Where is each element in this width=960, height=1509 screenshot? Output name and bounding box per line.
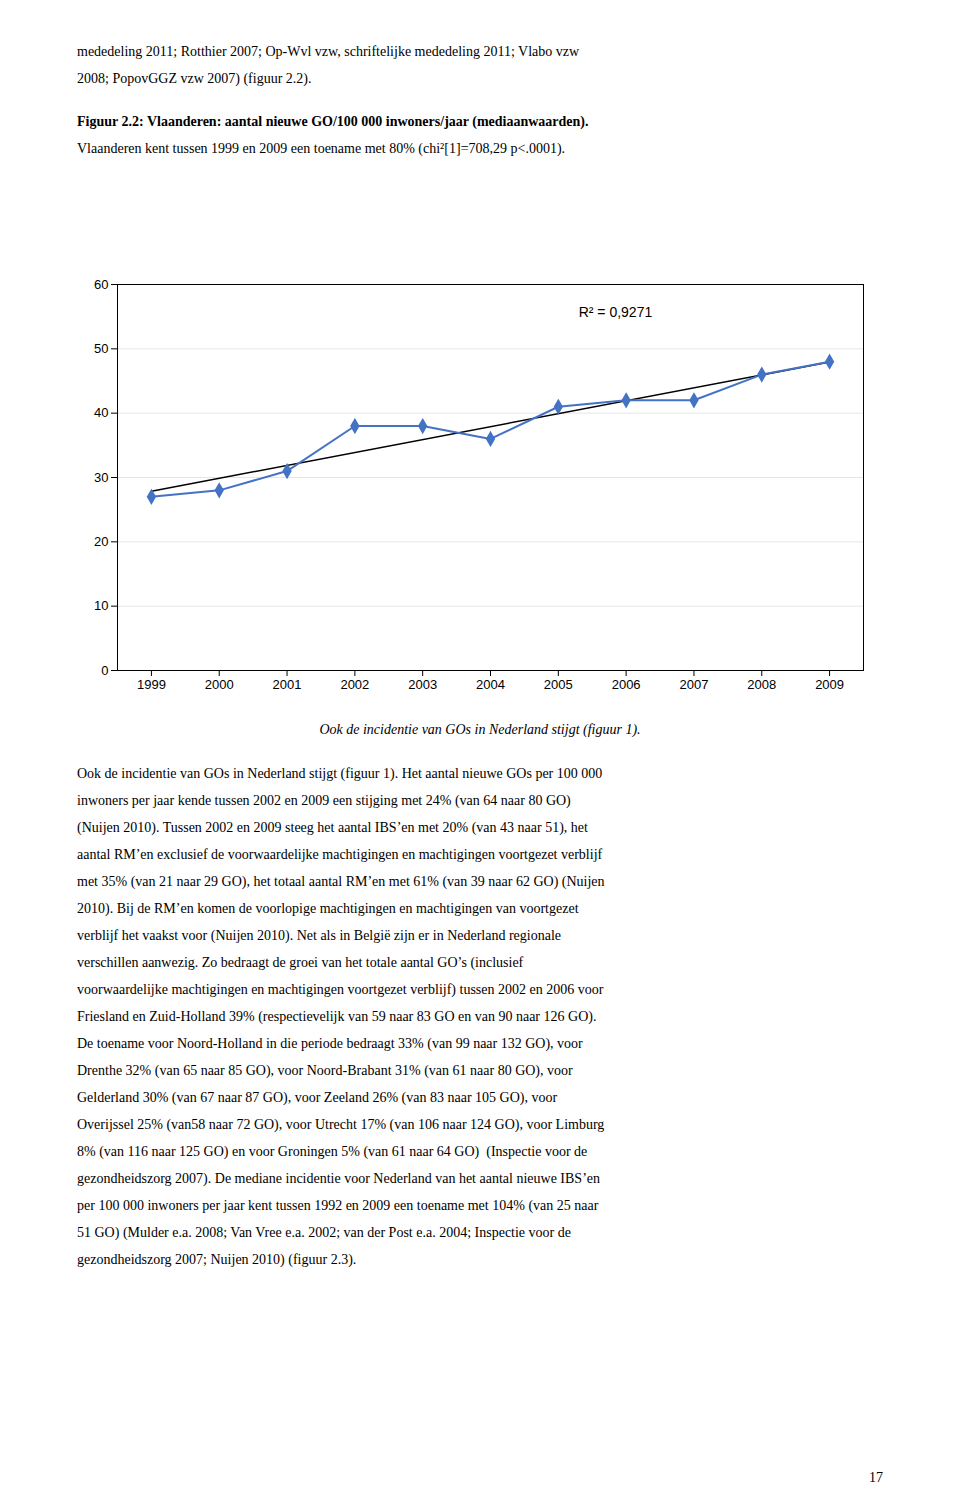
html-text:Gelderland 30% (van 67 naar 87: Gelderland 30% (van 67 naar 87 GO), voor… (77, 1090, 558, 1105)
svg-text:2003: 2003 (408, 677, 437, 692)
html-text:17: 17 (869, 1470, 883, 1485)
html-text:Drenthe 32% (van 65 naar 85 GO: Drenthe 32% (van 65 naar 85 GO), voor No… (77, 1063, 573, 1078)
svg-text:2007: 2007 (679, 677, 708, 692)
svg-text:0: 0 (101, 663, 108, 678)
html-text:per 100 000 inwoners per jaar: per 100 000 inwoners per jaar kent tusse… (77, 1198, 599, 1213)
html-text:51 GO) (Mulder e.a. 2008; Van: 51 GO) (Mulder e.a. 2008; Van Vree e.a. … (77, 1225, 571, 1240)
html-text:Vlaanderen kent tussen 1999 en: Vlaanderen kent tussen 1999 en 2009 een … (77, 141, 566, 156)
svg-text:2006: 2006 (612, 677, 641, 692)
html-text:verschillen aanwezig. Zo bedra: verschillen aanwezig. Zo bedraagt de gro… (77, 955, 524, 970)
html-text:De toename voor Noord-Holland: De toename voor Noord-Holland in die per… (77, 1036, 583, 1051)
html-text:2010). Bij de RM’en komen de v: 2010). Bij de RM’en komen de voorlopige … (77, 901, 579, 916)
html-text:verblijf het vaakst voor (Nuij: verblijf het vaakst voor (Nuijen 2010). … (77, 928, 561, 943)
svg-text:2009: 2009 (815, 677, 844, 692)
html-text:Ook de incidentie van GOs in N: Ook de incidentie van GOs in Nederland s… (319, 722, 641, 737)
svg-text:2002: 2002 (340, 677, 369, 692)
html-text:gezondheidszorg 2007; Nuijen 2: gezondheidszorg 2007; Nuijen 2010) (figu… (77, 1252, 357, 1267)
html-text:inwoners per jaar kende tussen: inwoners per jaar kende tussen 2002 en 2… (77, 793, 571, 808)
html-text:voorwaardelijke machtigingen e: voorwaardelijke machtigingen en machtigi… (77, 982, 604, 997)
html-text:Ook de incidentie van GOs in N: Ook de incidentie van GOs in Nederland s… (77, 766, 603, 781)
svg-text:2004: 2004 (476, 677, 505, 692)
svg-text:40: 40 (94, 405, 108, 420)
html-text:Figuur 2.2: Vlaanderen: aantal: Figuur 2.2: Vlaanderen: aantal nieuwe GO… (77, 114, 589, 129)
svg-text:R² = 0,9271: R² = 0,9271 (579, 304, 653, 320)
svg-text:2001: 2001 (273, 677, 302, 692)
svg-text:1999: 1999 (137, 677, 166, 692)
html-text:met 35% (van 21 naar 29 GO), h: met 35% (van 21 naar 29 GO), het totaal … (77, 874, 605, 889)
html-text:Friesland en Zuid-Holland 39%: Friesland en Zuid-Holland 39% (respectie… (77, 1009, 597, 1024)
html-text:2008; PopovGGZ vzw 2007) (figu: 2008; PopovGGZ vzw 2007) (figuur 2.2). (77, 71, 312, 86)
html-text:aantal RM’en exclusief de voor: aantal RM’en exclusief de voorwaardelijk… (77, 847, 603, 862)
html-text:(Nuijen 2010). Tussen 2002 en: (Nuijen 2010). Tussen 2002 en 2009 steeg… (77, 820, 588, 835)
html-text:Overijssel 25% (van58 naar 72: Overijssel 25% (van58 naar 72 GO), voor … (77, 1117, 605, 1132)
svg-text:2008: 2008 (747, 677, 776, 692)
svg-text:50: 50 (94, 341, 108, 356)
svg-text:2000: 2000 (205, 677, 234, 692)
html-text:8% (van 116 naar 125 GO) en vo: 8% (van 116 naar 125 GO) en voor Groning… (77, 1144, 588, 1159)
html-text:mededeling 2011; Rotthier 2007: mededeling 2011; Rotthier 2007; Op-Wvl v… (77, 44, 580, 59)
svg-text:20: 20 (94, 534, 108, 549)
html-text:gezondheidszorg 2007). De medi: gezondheidszorg 2007). De mediane incide… (77, 1171, 600, 1186)
svg-text:10: 10 (94, 598, 108, 613)
svg-text:60: 60 (94, 277, 108, 292)
svg-text:30: 30 (94, 470, 108, 485)
svg-text:2005: 2005 (544, 677, 573, 692)
